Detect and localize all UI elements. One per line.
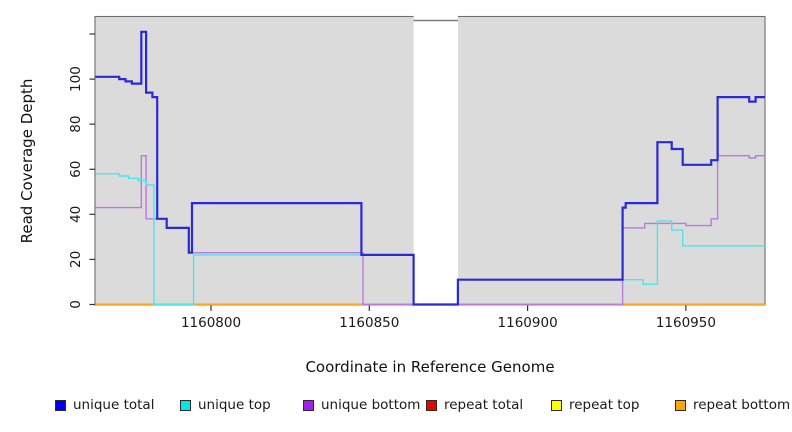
coverage-plot: 1160800 1160850 1160900 1160950 0 20 40 60 80 100	[68, 15, 766, 331]
y-tick-label: 60	[68, 161, 84, 178]
x-tick-label: 1160950	[656, 315, 716, 331]
y-tick-label: 40	[68, 206, 84, 223]
legend-item-repeat-total: repeat total	[426, 397, 523, 413]
legend-item-repeat-top: repeat top	[551, 397, 639, 413]
x-axis-label: Coordinate in Reference Genome	[305, 358, 555, 376]
legend-label: repeat top	[569, 397, 640, 413]
legend-swatch-repeat-total	[426, 399, 437, 411]
legend-item-repeat-bottom: repeat bottom	[675, 397, 790, 413]
legend: unique total unique top unique bottom re…	[0, 397, 792, 417]
y-tick-label: 100	[68, 66, 84, 92]
legend-swatch-unique-bottom	[303, 399, 314, 411]
legend-swatch-unique-top	[180, 399, 191, 411]
legend-label: unique bottom	[321, 397, 421, 413]
x-tick-label: 1160850	[339, 315, 399, 331]
series-unique-total	[95, 30, 765, 306]
coverage-gap-region	[413, 15, 458, 304]
legend-swatch-repeat-bottom	[675, 399, 686, 411]
y-tick-label: 0	[68, 300, 84, 309]
legend-label: repeat bottom	[693, 397, 791, 413]
legend-label: repeat total	[444, 397, 524, 413]
legend-swatch-unique-total	[55, 399, 66, 411]
legend-item-unique-bottom: unique bottom	[303, 397, 420, 413]
y-tick-label: 20	[68, 251, 84, 268]
x-tick-label: 1160800	[181, 315, 241, 331]
series-unique-bottom	[95, 155, 765, 306]
legend-label: unique top	[198, 397, 271, 413]
legend-item-unique-total: unique total	[55, 397, 154, 413]
legend-swatch-repeat-top	[551, 399, 562, 411]
y-axis-label: Read Coverage Depth	[18, 78, 36, 244]
legend-item-unique-top: unique top	[180, 397, 271, 413]
y-tick-label: 80	[68, 116, 84, 133]
x-tick-label: 1160900	[498, 315, 558, 331]
series-unique-top	[95, 173, 765, 306]
legend-label: unique total	[73, 397, 155, 413]
